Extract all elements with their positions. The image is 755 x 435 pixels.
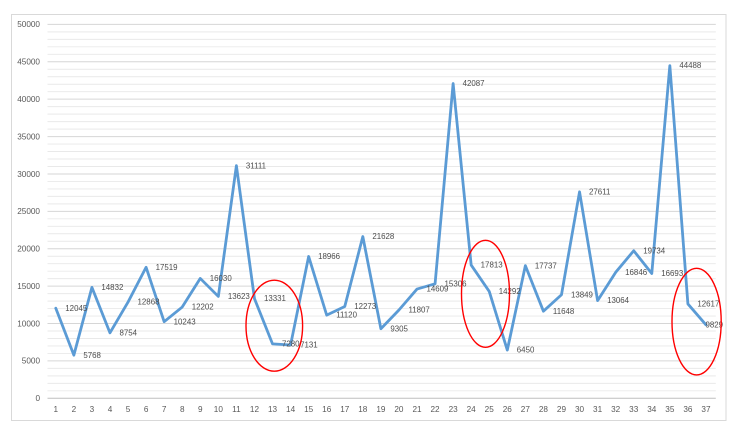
svg-text:25000: 25000 [17, 207, 40, 216]
svg-text:8: 8 [180, 405, 185, 414]
svg-text:13: 13 [268, 405, 278, 414]
svg-text:9829: 9829 [705, 320, 723, 329]
svg-text:13623: 13623 [228, 292, 251, 301]
svg-text:12868: 12868 [138, 298, 161, 307]
svg-text:17737: 17737 [535, 261, 557, 270]
svg-text:36: 36 [683, 405, 693, 414]
svg-text:14: 14 [286, 405, 296, 414]
svg-text:20: 20 [394, 405, 404, 414]
svg-text:30: 30 [575, 405, 585, 414]
svg-text:15306: 15306 [445, 279, 468, 288]
svg-text:7: 7 [162, 405, 167, 414]
svg-text:32: 32 [611, 405, 621, 414]
svg-text:42087: 42087 [463, 79, 485, 88]
svg-text:8754: 8754 [119, 328, 137, 337]
svg-text:12202: 12202 [192, 303, 214, 312]
svg-text:11648: 11648 [553, 307, 575, 316]
svg-text:12: 12 [250, 405, 260, 414]
svg-text:35: 35 [665, 405, 675, 414]
svg-text:16846: 16846 [625, 268, 648, 277]
svg-text:12617: 12617 [697, 300, 719, 309]
svg-text:44488: 44488 [679, 61, 702, 70]
svg-text:18: 18 [358, 405, 368, 414]
svg-text:28: 28 [539, 405, 549, 414]
svg-text:10: 10 [214, 405, 224, 414]
svg-text:15000: 15000 [17, 282, 40, 291]
svg-text:9: 9 [198, 405, 203, 414]
svg-text:20000: 20000 [17, 245, 40, 254]
svg-text:27: 27 [521, 405, 531, 414]
svg-text:16693: 16693 [661, 269, 684, 278]
svg-text:11120: 11120 [336, 311, 357, 320]
svg-text:0: 0 [35, 394, 40, 403]
svg-text:31: 31 [593, 405, 603, 414]
svg-text:23: 23 [449, 405, 459, 414]
svg-text:2: 2 [72, 405, 77, 414]
svg-text:17519: 17519 [156, 263, 179, 272]
svg-text:15: 15 [304, 405, 314, 414]
svg-text:30000: 30000 [17, 170, 40, 179]
svg-text:12045: 12045 [65, 304, 88, 313]
svg-text:25: 25 [485, 405, 495, 414]
svg-text:7131: 7131 [300, 341, 318, 350]
svg-text:35000: 35000 [17, 132, 40, 141]
svg-text:4: 4 [108, 405, 113, 414]
svg-text:14609: 14609 [427, 285, 450, 294]
svg-text:9305: 9305 [390, 324, 408, 333]
svg-text:27611: 27611 [589, 187, 610, 196]
svg-text:40000: 40000 [17, 95, 40, 104]
svg-text:22: 22 [431, 405, 441, 414]
svg-text:21628: 21628 [372, 232, 395, 241]
svg-text:11807: 11807 [408, 306, 429, 315]
svg-text:19734: 19734 [643, 246, 666, 255]
svg-text:7280: 7280 [282, 339, 300, 348]
svg-text:13331: 13331 [264, 294, 286, 303]
svg-text:10000: 10000 [17, 319, 40, 328]
svg-text:12273: 12273 [354, 302, 377, 311]
svg-text:6: 6 [144, 405, 149, 414]
svg-text:18966: 18966 [318, 252, 341, 261]
svg-text:3: 3 [90, 405, 95, 414]
svg-text:14832: 14832 [101, 283, 123, 292]
svg-text:17813: 17813 [481, 261, 504, 270]
svg-text:17: 17 [340, 405, 350, 414]
svg-text:5768: 5768 [83, 351, 101, 360]
svg-text:6450: 6450 [517, 346, 535, 355]
svg-text:5: 5 [126, 405, 131, 414]
svg-text:24: 24 [467, 405, 477, 414]
svg-text:31111: 31111 [246, 161, 266, 170]
svg-text:45000: 45000 [17, 58, 40, 67]
svg-text:26: 26 [503, 405, 513, 414]
svg-text:16: 16 [322, 405, 332, 414]
svg-text:13064: 13064 [607, 296, 630, 305]
svg-text:10243: 10243 [174, 317, 197, 326]
svg-text:5000: 5000 [22, 357, 41, 366]
svg-text:33: 33 [629, 405, 639, 414]
svg-text:11: 11 [232, 405, 241, 414]
svg-text:34: 34 [647, 405, 657, 414]
svg-text:16030: 16030 [210, 274, 233, 283]
svg-text:21: 21 [412, 405, 422, 414]
svg-text:13849: 13849 [571, 290, 594, 299]
svg-text:50000: 50000 [17, 20, 40, 29]
svg-text:1: 1 [54, 405, 59, 414]
svg-text:37: 37 [701, 405, 711, 414]
svg-text:19: 19 [376, 405, 386, 414]
svg-text:29: 29 [557, 405, 567, 414]
